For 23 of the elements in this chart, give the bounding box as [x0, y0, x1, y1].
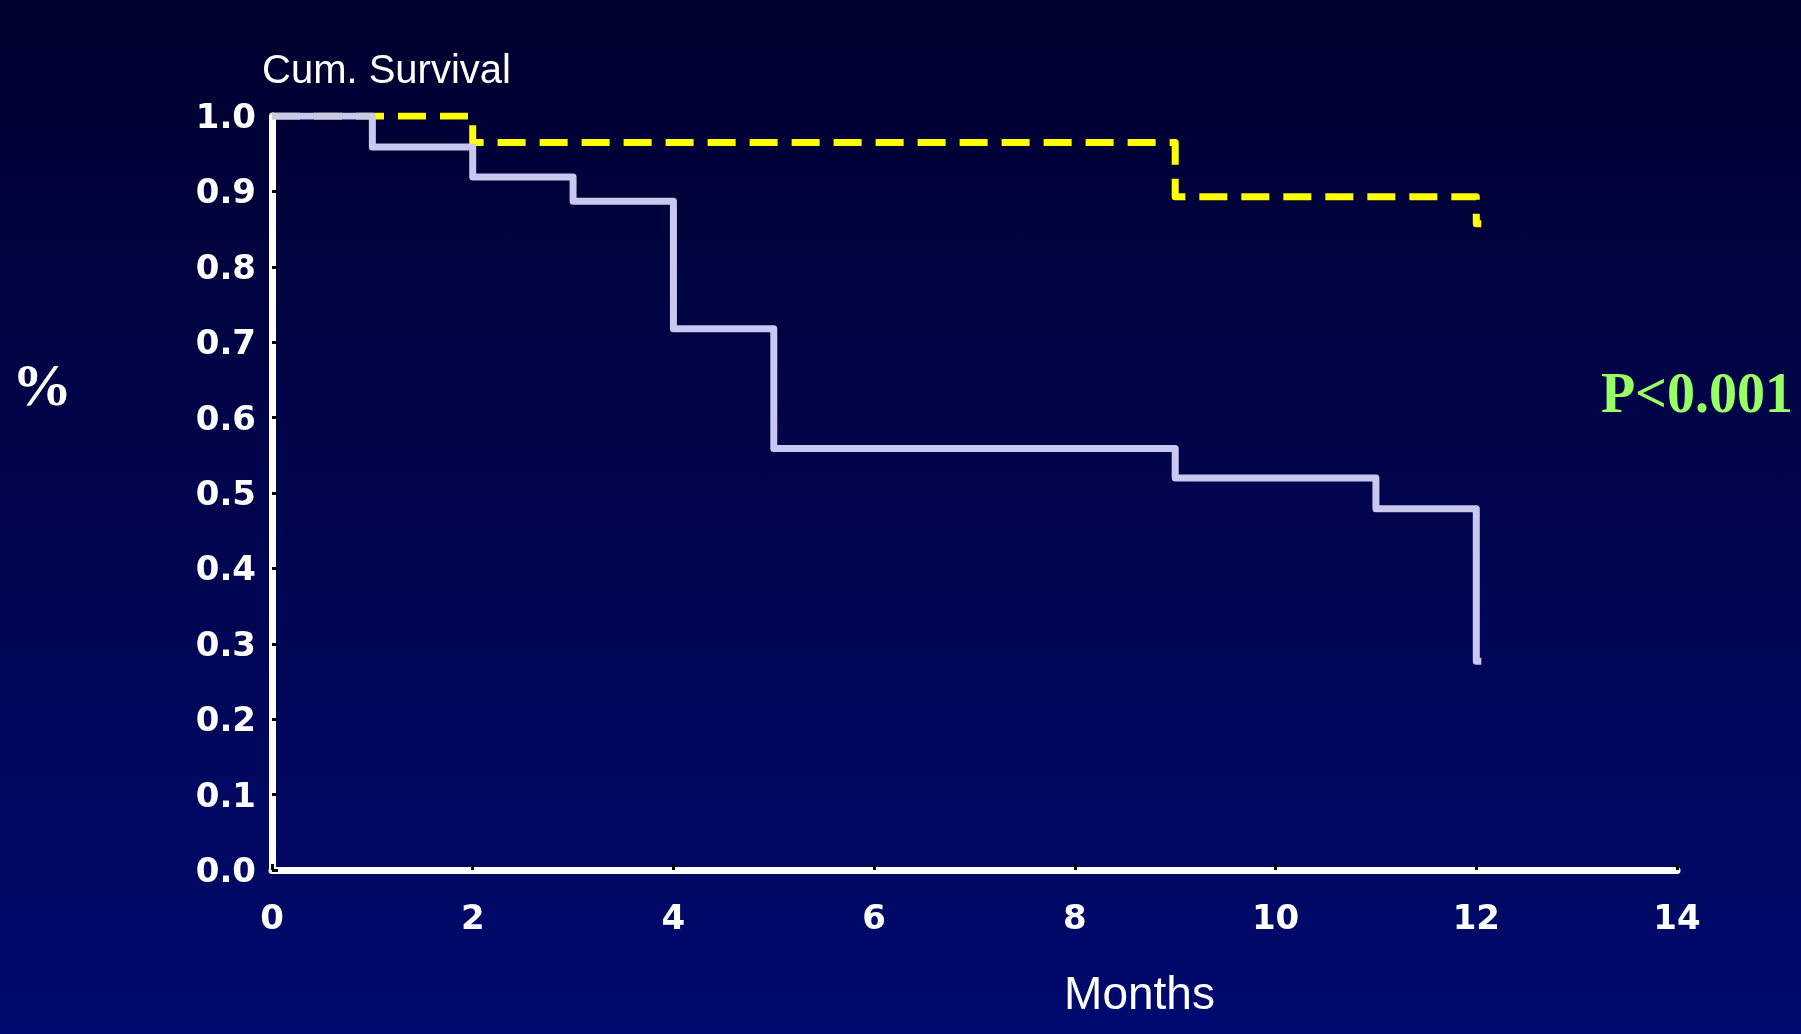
x-tick-label: 4 — [661, 897, 686, 937]
x-tick-label: 0 — [260, 897, 284, 937]
x-tick-label: 6 — [862, 897, 886, 937]
y-tick-label: 0.4 — [195, 548, 256, 589]
x-axis-title: Months — [1064, 967, 1215, 1019]
x-tick-label: 12 — [1452, 897, 1500, 937]
y-tick-label: 1.0 — [195, 96, 256, 136]
y-tick-label: 0.5 — [195, 473, 256, 513]
y-tick-label: 0.1 — [195, 774, 256, 815]
x-tick-label: 8 — [1063, 897, 1087, 937]
text: % — [12, 352, 72, 418]
x-tick-label: 10 — [1251, 897, 1300, 937]
x-tick-label: 14 — [1653, 897, 1701, 937]
x-tick-label: 2 — [460, 897, 485, 937]
y-tick-label: 0.8 — [195, 246, 256, 287]
y-tick-label: 0.7 — [195, 322, 256, 363]
annotation: P<0.001 — [1600, 362, 1794, 424]
y-tick-label: 0.2 — [195, 699, 256, 740]
y-tick-label: 0.3 — [195, 623, 256, 664]
y-tick-label: 0.9 — [195, 171, 256, 212]
y-axis-title: Cum. Survival — [262, 47, 511, 91]
y-tick-label: 0.6 — [195, 397, 256, 438]
y-tick-label: 0.0 — [195, 850, 256, 890]
